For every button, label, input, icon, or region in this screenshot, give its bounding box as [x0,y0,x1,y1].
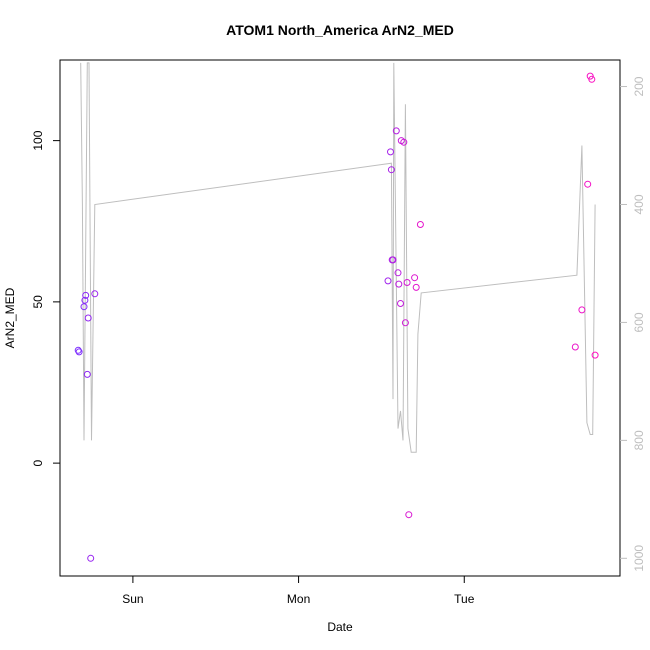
y-axis-label: ArN2_MED [3,287,17,348]
y2-tick-label: 1000 [632,545,646,572]
y2-tick-label: 600 [632,312,646,332]
data-point [389,256,397,264]
y2-tick-label: 400 [632,194,646,214]
chart-title: ATOM1 North_America ArN2_MED [226,22,454,38]
data-point [411,274,419,282]
data-point [384,277,392,285]
data-point [395,280,403,288]
x-tick-label: Mon [287,592,310,606]
data-point [80,303,88,311]
points-layer [74,72,599,562]
data-point [584,180,592,188]
data-point [416,221,424,228]
data-point [387,148,394,156]
data-point [83,370,91,378]
data-point [91,290,99,298]
series-line [80,62,596,453]
x-axis-label: Date [327,620,353,634]
data-point [591,351,599,359]
data-point [571,343,579,351]
data-point [387,166,395,174]
data-point [82,291,90,299]
data-point [392,127,400,135]
data-point [588,75,596,83]
data-point [578,306,586,314]
x-tick-label: Tue [454,592,475,606]
data-point [401,319,409,327]
x-tick-label: Sun [122,592,143,606]
data-point [405,511,413,519]
data-point [394,269,402,277]
y-tick-label: 100 [31,130,45,150]
y2-tick-label: 800 [632,430,646,450]
y2-tick-label: 200 [632,76,646,96]
data-point [75,348,83,356]
data-point [84,314,92,322]
data-point [81,296,89,304]
data-point [87,554,95,562]
axes-layer: Sun Mon Tue 0 50 100 200 400 600 800 1000 [31,76,646,606]
data-point [403,279,411,286]
data-point [400,138,408,146]
line-layer [80,62,596,453]
data-point [412,283,420,291]
plot-frame [59,59,621,577]
y-tick-label: 0 [31,459,45,466]
y-tick-label: 50 [31,295,45,309]
data-point [397,300,404,307]
